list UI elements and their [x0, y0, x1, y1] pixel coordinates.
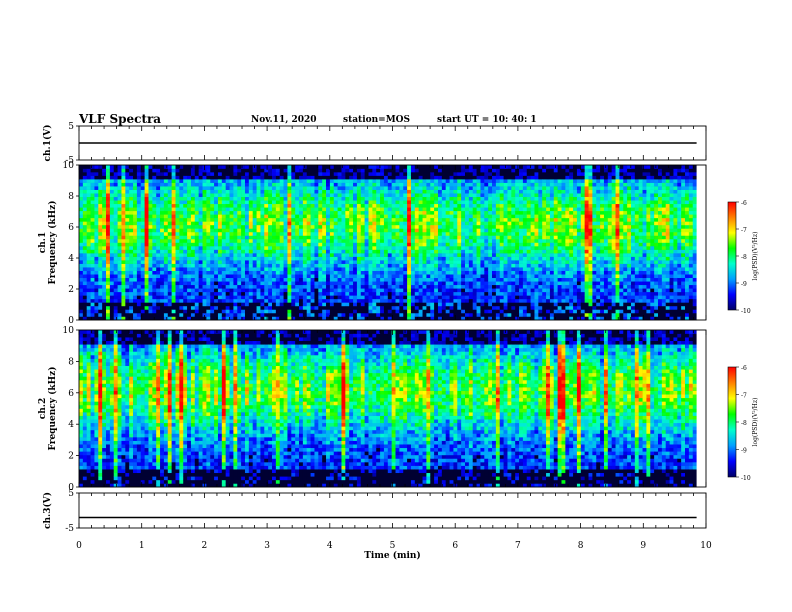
y-tick-label: 4: [68, 254, 74, 264]
y-tick-label: 10: [63, 161, 75, 171]
x-tick-label: 6: [452, 541, 458, 551]
y-tick-label: -5: [65, 524, 74, 534]
ch2-spectrogram-panel: -6 -7 -8 -9 -10 log(PSD)(V²/Hz) 0 2 4 6 8 10 ch.2 Fre…: [38, 326, 759, 493]
y-tick-label: 2: [68, 452, 74, 462]
x-tick-label: 7: [515, 541, 521, 551]
colorbar-tick-label: -8: [741, 420, 747, 427]
colorbar-tick-label: -8: [741, 254, 747, 261]
y-tick-label: 0: [68, 316, 74, 326]
no-data-region: [696, 165, 706, 320]
y-tick-label: 10: [63, 326, 75, 336]
colorbar-tick-label: -10: [741, 308, 751, 315]
y-tick-label: 5: [68, 489, 74, 499]
x-tick-label: 5: [390, 541, 396, 551]
colorbar: [727, 366, 737, 478]
colorbar-tick-label: -10: [741, 475, 751, 482]
colorbar-tick-label: -9: [741, 448, 747, 455]
chart-title: VLF Spectra: [79, 112, 162, 126]
start-time-label: start UT = 10: 40: 1: [437, 115, 537, 125]
y-tick-label: -5: [65, 156, 74, 166]
y-tick-label: 6: [68, 389, 74, 399]
colorbar-label: log(PSD)(V²/Hz): [752, 232, 759, 281]
date-label: Nov.11, 2020: [251, 115, 317, 125]
spectrogram-cells: [79, 330, 697, 488]
colorbar-tick-label: -6: [741, 200, 747, 207]
x-tick-label: 8: [578, 541, 584, 551]
y-axis-label: Frequency (kHz): [47, 200, 58, 284]
y-tick-label: 2: [68, 285, 74, 295]
colorbar-tick-label: -7: [741, 393, 747, 400]
x-tick-label: 1: [139, 541, 145, 551]
y-axis-label: ch.3(V): [42, 492, 53, 529]
panel-frame: [78, 492, 707, 529]
y-tick-label: 6: [68, 223, 74, 233]
colorbar-tick-label: -9: [741, 281, 747, 288]
x-axis-label: Time (min): [364, 550, 421, 561]
spectrogram-cells: [79, 165, 697, 321]
ch1-voltage-panel: 5 -5 ch.1(V): [42, 122, 707, 166]
y-axis-label: ch.1: [38, 232, 48, 253]
x-tick-label: 4: [327, 541, 333, 551]
ch3-voltage-panel: 5 -5 ch.3(V) 0 1 2 3 4 5 6 7 8 9 10 Time (min): [42, 489, 712, 561]
y-tick-label: 8: [68, 192, 74, 202]
ch1-spectrogram-panel: -6 -7 -8 -9 -10 log(PSD)(V²/Hz) 0 2 4 6 8 10 ch.1 Fre…: [38, 161, 759, 326]
x-tick-label: 3: [264, 541, 270, 551]
station-label: station=MOS: [343, 115, 411, 125]
colorbar-label: log(PSD)(V²/Hz): [752, 398, 759, 447]
y-tick-label: 0: [68, 483, 74, 493]
y-tick-label: 4: [68, 420, 74, 430]
y-axis-label: ch.2: [38, 398, 48, 419]
x-tick-label: 0: [76, 541, 82, 551]
y-axis-label: ch.1(V): [42, 125, 53, 162]
y-tick-label: 8: [68, 357, 74, 367]
x-tick-label: 10: [700, 541, 712, 551]
y-axis-label: Frequency (kHz): [47, 366, 58, 450]
y-tick-label: 5: [68, 122, 74, 132]
colorbar-tick-label: -7: [741, 227, 747, 234]
no-data-region: [696, 330, 706, 487]
x-tick-label: 9: [640, 541, 646, 551]
x-tick-label: 2: [202, 541, 208, 551]
colorbar-tick-label: -6: [741, 365, 747, 372]
colorbar: [727, 201, 737, 311]
